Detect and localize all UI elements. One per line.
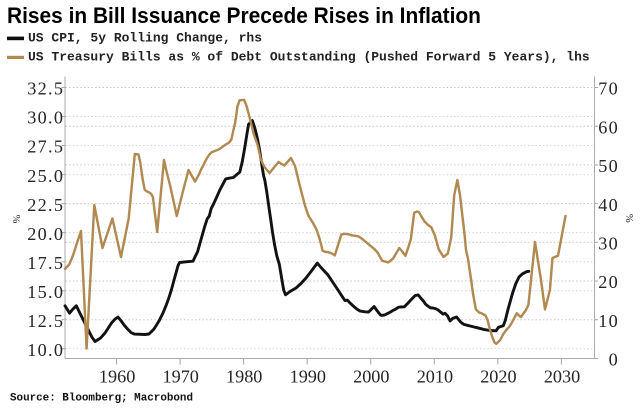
svg-text:17.5: 17.5 — [27, 253, 64, 273]
svg-text:US CPI, 5y Rolling Change, rhs: US CPI, 5y Rolling Change, rhs — [28, 31, 262, 46]
svg-text:1980: 1980 — [226, 367, 262, 387]
svg-text:2020: 2020 — [480, 367, 516, 387]
svg-text:US Treasury Bills as % of Debt: US Treasury Bills as % of Debt Outstandi… — [28, 50, 590, 65]
svg-text:30.0: 30.0 — [27, 108, 64, 128]
svg-text:22.5: 22.5 — [27, 195, 64, 215]
svg-text:25.0: 25.0 — [27, 166, 64, 186]
svg-text:Rises in Bill Issuance Precede: Rises in Bill Issuance Precede Rises in … — [7, 2, 481, 28]
svg-text:%: % — [10, 215, 21, 224]
svg-text:70: 70 — [598, 79, 619, 99]
svg-text:1990: 1990 — [290, 367, 326, 387]
svg-text:2000: 2000 — [353, 367, 389, 387]
svg-text:0: 0 — [609, 350, 619, 370]
svg-text:32.5: 32.5 — [27, 79, 64, 99]
svg-text:%: % — [623, 214, 634, 223]
svg-text:1960: 1960 — [99, 367, 135, 387]
svg-text:60: 60 — [598, 117, 619, 137]
svg-text:15.0: 15.0 — [27, 282, 64, 302]
svg-text:27.5: 27.5 — [27, 137, 64, 157]
svg-text:20.0: 20.0 — [27, 224, 64, 244]
svg-text:2030: 2030 — [544, 367, 580, 387]
svg-text:1970: 1970 — [163, 367, 199, 387]
svg-text:10.0: 10.0 — [27, 340, 64, 360]
svg-text:10: 10 — [598, 311, 619, 331]
svg-text:20: 20 — [598, 272, 619, 292]
svg-text:30: 30 — [598, 234, 619, 254]
svg-text:40: 40 — [598, 195, 619, 215]
svg-text:12.5: 12.5 — [27, 311, 64, 331]
svg-text:50: 50 — [598, 156, 619, 176]
svg-text:Source: Bloomberg; Macrobond: Source: Bloomberg; Macrobond — [10, 393, 193, 405]
svg-text:2010: 2010 — [417, 367, 453, 387]
